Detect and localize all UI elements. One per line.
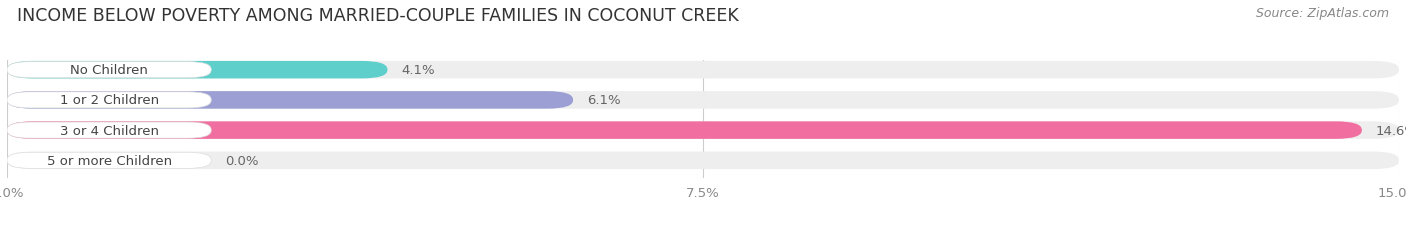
Text: 3 or 4 Children: 3 or 4 Children (59, 124, 159, 137)
Text: Source: ZipAtlas.com: Source: ZipAtlas.com (1256, 7, 1389, 20)
FancyBboxPatch shape (7, 122, 211, 139)
FancyBboxPatch shape (7, 92, 211, 109)
Text: 1 or 2 Children: 1 or 2 Children (59, 94, 159, 107)
FancyBboxPatch shape (7, 62, 388, 79)
FancyBboxPatch shape (7, 92, 1399, 109)
FancyBboxPatch shape (7, 153, 211, 169)
FancyBboxPatch shape (7, 62, 211, 78)
FancyBboxPatch shape (7, 122, 1399, 139)
FancyBboxPatch shape (7, 92, 574, 109)
Text: 14.6%: 14.6% (1375, 124, 1406, 137)
FancyBboxPatch shape (7, 122, 1362, 139)
Text: INCOME BELOW POVERTY AMONG MARRIED-COUPLE FAMILIES IN COCONUT CREEK: INCOME BELOW POVERTY AMONG MARRIED-COUPL… (17, 7, 738, 25)
Text: 0.0%: 0.0% (225, 154, 259, 167)
FancyBboxPatch shape (7, 152, 1399, 169)
Text: No Children: No Children (70, 64, 148, 77)
Text: 6.1%: 6.1% (588, 94, 620, 107)
Text: 5 or more Children: 5 or more Children (46, 154, 172, 167)
FancyBboxPatch shape (7, 62, 1399, 79)
Text: 4.1%: 4.1% (402, 64, 434, 77)
